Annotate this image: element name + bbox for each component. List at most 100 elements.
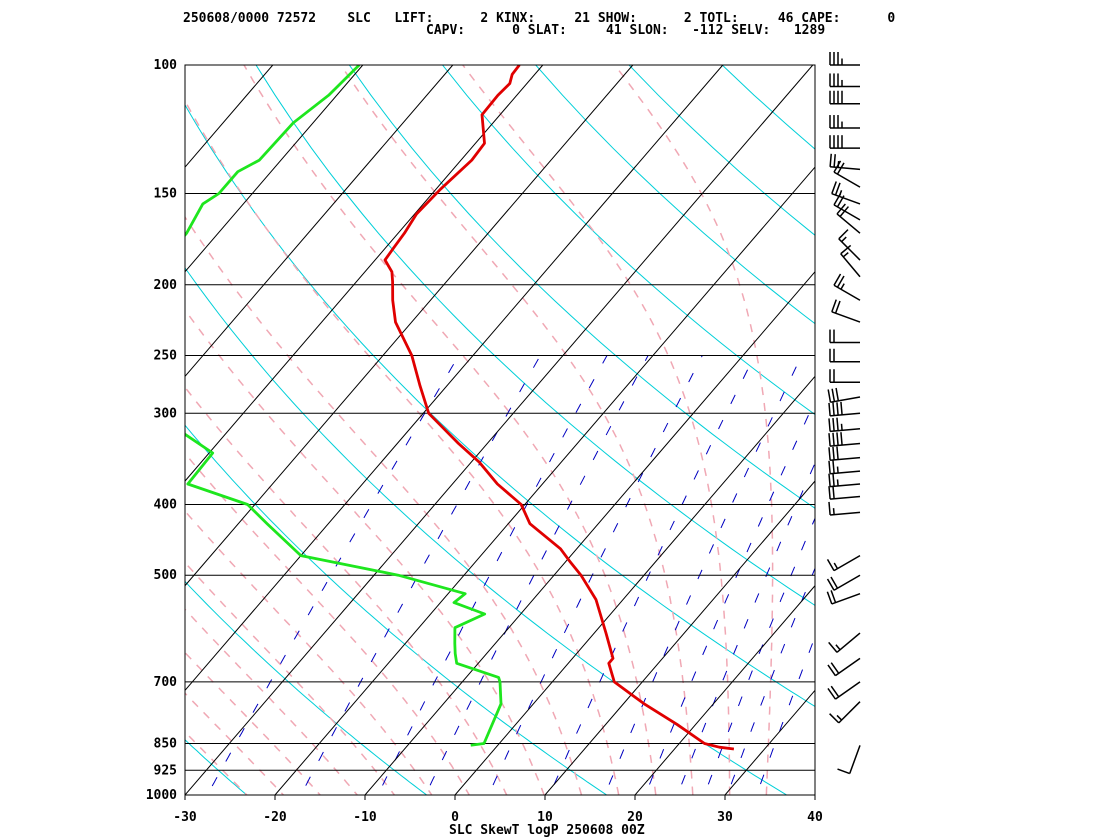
moist-adiabat <box>185 452 471 795</box>
wind-barb <box>828 417 861 433</box>
dry-adiabat <box>348 65 815 509</box>
wind-barb-staff <box>830 166 861 171</box>
wind-barb <box>828 632 861 653</box>
isotherm <box>544 480 815 795</box>
wind-barb-flag <box>833 160 842 173</box>
wind-barb-flag <box>827 389 832 403</box>
wind-barb <box>826 574 861 591</box>
mixing-ratio-line <box>644 399 815 795</box>
wind-barb-flag <box>832 402 835 416</box>
wind-barb <box>829 135 860 149</box>
wind-barb-staff <box>849 745 861 774</box>
wind-barb <box>828 432 861 447</box>
wind-barb-half-flag <box>835 644 841 651</box>
isotherm <box>185 65 364 273</box>
wind-barb <box>829 701 861 724</box>
wind-barb-flag <box>828 447 831 461</box>
isotherm <box>185 65 634 587</box>
wind-barb-flag <box>834 182 841 196</box>
wind-barb-flag <box>839 206 850 217</box>
pressure-axis: 100 150 200 250 300 400 500 700 850 925 1000 <box>146 58 177 803</box>
chart-footer-title: SLC SkewT logP 250608 00Z <box>449 823 645 838</box>
wind-barb-flag <box>827 688 837 700</box>
wind-barb-half-flag <box>836 466 839 474</box>
wind-barb-staff <box>840 253 861 278</box>
wind-barb <box>827 657 861 677</box>
wind-barb-staff <box>833 554 861 572</box>
wind-barb-flag <box>835 387 840 401</box>
moist-adiabat <box>185 651 322 795</box>
wind-barb <box>836 203 861 234</box>
mixing-ratio-line <box>206 355 460 795</box>
isotherm <box>364 270 815 795</box>
wind-barb-staff <box>833 284 861 301</box>
wind-barb-flag <box>829 713 840 724</box>
wind-barb <box>828 401 861 417</box>
temperature-tick-label: 20 <box>627 810 643 825</box>
wind-barb-half-flag <box>840 283 845 290</box>
wind-barb-half-flag <box>832 508 835 515</box>
wind-barb-staff <box>830 470 861 475</box>
wind-barb <box>840 244 861 278</box>
temperature-tick-label: 30 <box>717 810 733 825</box>
wind-barb <box>829 90 860 105</box>
wind-barb-flag <box>826 558 835 572</box>
dry-adiabat <box>255 65 815 607</box>
wind-barb-staff <box>831 593 861 605</box>
isotherm <box>185 65 274 168</box>
dry-adiabat <box>185 739 248 795</box>
wind-barb-staff <box>834 681 861 700</box>
pressure-tick-label: 400 <box>154 498 178 513</box>
wind-barb <box>826 554 861 572</box>
wind-barb-flag <box>836 402 839 416</box>
wind-barb-flag <box>831 181 837 194</box>
wind-barb-flag <box>840 432 843 446</box>
mixing-ratio-line <box>676 462 815 795</box>
wind-barb-flag <box>830 662 840 674</box>
mixing-ratio-line <box>300 355 541 795</box>
wind-barb <box>827 681 861 700</box>
temperature-axis: -30 -20 -10 0 10 20 30 40 <box>173 795 823 825</box>
wind-barb-flag <box>840 401 843 415</box>
wind-barbs <box>826 52 861 775</box>
wind-barb-flag <box>836 162 845 175</box>
wind-barb-staff <box>830 396 861 403</box>
wind-barb-flag <box>836 417 839 431</box>
mixing-ratio-line <box>487 355 703 795</box>
wind-barb-flag <box>828 402 831 416</box>
moist-adiabat <box>185 386 508 795</box>
mixing-ratio-line <box>377 355 608 795</box>
header-line-2: CAPV: 0 SLAT: 41 SLON: -112 SELV: 1289 <box>426 23 825 38</box>
isotherm <box>185 65 454 378</box>
mixing-ratio-line <box>424 355 649 795</box>
wind-barb-flag <box>833 273 842 286</box>
wind-barb <box>829 369 860 383</box>
wind-barb <box>828 446 861 461</box>
wind-barb-staff <box>833 204 861 221</box>
isotherm <box>0 65 3 795</box>
wind-barb-flag <box>832 418 835 432</box>
pressure-tick-label: 100 <box>154 58 178 73</box>
wind-barb <box>829 115 860 129</box>
wind-barb-flag <box>829 153 832 167</box>
wind-barb-flag <box>826 591 833 605</box>
temperature-tick-label: 0 <box>451 810 459 825</box>
wind-barb <box>829 52 860 66</box>
moist-adiabat <box>185 608 359 795</box>
wind-barb <box>837 745 861 775</box>
wind-barb-flag <box>832 473 835 487</box>
wind-barb-flag <box>836 195 845 208</box>
isotherm <box>0 65 93 795</box>
wind-barb-flag <box>833 154 836 168</box>
pressure-tick-label: 200 <box>154 278 178 293</box>
isotherm <box>185 65 724 692</box>
wind-barb-staff <box>833 574 861 591</box>
plot-frame <box>184 64 816 796</box>
wind-barb-staff <box>830 428 861 433</box>
moist-adiabat <box>185 509 433 795</box>
wind-barb <box>828 501 861 516</box>
isotherm <box>185 65 814 795</box>
wind-barb-staff <box>838 238 861 261</box>
wind-barb-staff <box>836 213 861 234</box>
